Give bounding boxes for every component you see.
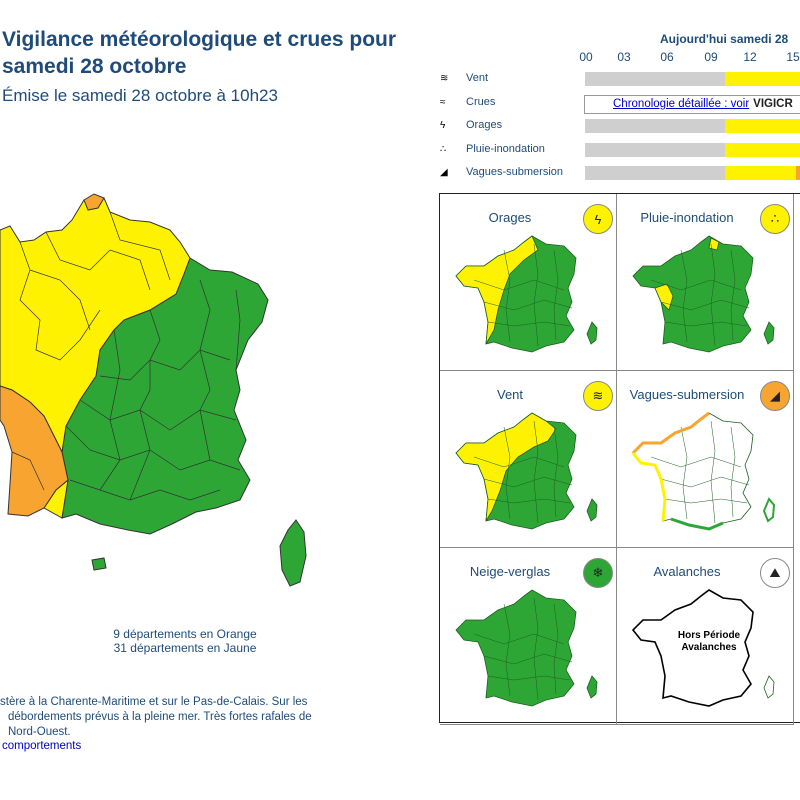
timeline-segment-grey [585, 72, 725, 86]
map-cell-vagues-submersion[interactable]: Vagues-submersion ◢ [617, 371, 794, 548]
storm-icon: ϟ [440, 120, 446, 131]
map-cell-orages[interactable]: Orages ϟ [440, 194, 617, 371]
mini-map-orange-coast [631, 411, 710, 455]
timeline-segment-grey [585, 119, 725, 133]
timeline-row-label[interactable]: Crues [466, 96, 496, 108]
mini-map-corsica [586, 321, 598, 345]
map-cell-title: Vent [496, 387, 524, 402]
mini-map-departments [650, 420, 750, 524]
mini-map-corsica [763, 321, 775, 345]
map-cell-neige-verglas[interactable]: Neige-verglas ❄ [440, 548, 617, 725]
mini-map-land [632, 412, 754, 530]
hour-label: 09 [704, 50, 718, 64]
map-cell-title: Vagues-submersion [629, 387, 745, 402]
mini-map-corsica [586, 498, 598, 522]
mini-map-departments [650, 243, 750, 347]
main-vigilance-map[interactable] [0, 190, 320, 590]
waves-icon: ◢ [440, 167, 448, 178]
timeline-segment-grey [585, 143, 725, 157]
mini-map [632, 235, 775, 353]
yellow-count: 31 départements en Jaune [113, 641, 257, 655]
phenomenon-map-grid: Orages ϟ Pluie-inondation ∴ Vent ≋ Vagues-subm… [439, 193, 800, 725]
mini-map-departments [473, 243, 573, 347]
map-cell-title: Neige-verglas [469, 564, 551, 579]
hour-label: 12 [743, 50, 757, 64]
timeline-row-label[interactable]: Orages [466, 119, 503, 131]
department-counts: 9 départements en Orange 31 départements… [60, 627, 310, 655]
timeline-row-label[interactable]: Vent [466, 72, 489, 84]
timeline-bar[interactable] [585, 143, 800, 157]
hour-label: 06 [660, 50, 674, 64]
map-zone-yellow [0, 197, 191, 454]
mini-map-green-coast [670, 517, 724, 531]
timeline-segment-yellow [724, 72, 800, 86]
forecast-comment: stère à la Charente-Maritime et sur le P… [0, 695, 340, 740]
wind-icon: ≋ [440, 73, 449, 84]
map-cell-title: Orages [488, 210, 532, 225]
map-cell-title: Pluie-inondation [640, 210, 734, 225]
mini-map-land [631, 589, 754, 707]
chronology-link[interactable]: Chronologie détaillée : voir [613, 98, 750, 110]
mini-map-land [455, 589, 577, 707]
comment-line: Nord-Ouest. [8, 726, 71, 738]
mini-map [455, 412, 598, 530]
timeline-segment-grey [585, 166, 725, 180]
map-cell-vent[interactable]: Vent ≋ [440, 371, 617, 548]
timeline-row-label[interactable]: Pluie-inondation [466, 143, 545, 155]
waves-icon: ◢ [760, 381, 790, 411]
avalanche-icon: ⛰ [760, 558, 790, 588]
mini-map [631, 411, 776, 531]
map-cell-title: Avalanches [653, 564, 721, 579]
map-corsica [279, 519, 307, 587]
flood-icon: ≈ [440, 97, 446, 108]
map-cell-avalanches[interactable]: Avalanches ⛰ Hors Période Avalanches [617, 548, 794, 725]
mini-map [455, 589, 598, 707]
mini-map-corsica [763, 675, 775, 699]
comment-line: stère à la Charente-Maritime et sur le P… [0, 696, 308, 708]
advice-link[interactable]: comportements [2, 740, 82, 752]
mini-map-corsica [762, 497, 776, 523]
timeline-segment-yellow [724, 119, 800, 133]
issue-time: Émise le samedi 28 octobre à 10h23 [2, 86, 278, 105]
timeline-bar[interactable] [585, 72, 800, 86]
hour-label: 00 [579, 50, 593, 64]
timeline-row-label[interactable]: Vagues-submersion [466, 166, 564, 178]
mini-map-departments [473, 420, 573, 524]
timeline-bar[interactable] [585, 119, 800, 133]
off-season-note: Hors Période Avalanches [639, 630, 779, 654]
hour-label: 03 [617, 50, 631, 64]
off-season-line: Avalanches [681, 642, 737, 653]
timeline-segment-yellow [724, 143, 800, 157]
snow-icon: ❄ [583, 558, 613, 588]
page-title: Vigilance météorologique et crues pour s… [2, 28, 397, 78]
map-zone-orange-north [83, 193, 105, 211]
comment-line: débordements prévus à la pleine mer. Trè… [8, 711, 312, 723]
mini-map-land [632, 235, 754, 353]
timeline-segment-orange [795, 166, 800, 180]
mini-map-departments [473, 597, 573, 701]
timeline-title: Aujourd'hui samedi 28 [660, 32, 789, 46]
mini-map-yellow-zone [455, 412, 557, 522]
rain-flood-icon: ∴ [440, 144, 447, 155]
mini-map-yellow-coast [631, 452, 667, 522]
map-zone-orange [0, 385, 69, 517]
wind-icon: ≋ [583, 381, 613, 411]
timeline-segment-yellow [724, 166, 796, 180]
map-cell-pluie-inondation[interactable]: Pluie-inondation ∴ [617, 194, 794, 371]
orange-count: 9 départements en Orange [113, 627, 257, 641]
vigicrues-logo[interactable]: VIGICR [753, 98, 793, 110]
mini-map [631, 589, 775, 707]
off-season-line: Hors Période [677, 630, 741, 641]
storm-icon: ϟ [583, 204, 613, 234]
mini-map [455, 235, 598, 353]
rain-flood-icon: ∴ [760, 204, 790, 234]
map-islet [91, 557, 107, 571]
timeline-bar[interactable] [585, 166, 800, 180]
chronology-box: Chronologie détaillée : voir VIGICR [584, 95, 800, 114]
hour-label: 15 [786, 50, 800, 64]
mini-map-corsica [586, 675, 598, 699]
